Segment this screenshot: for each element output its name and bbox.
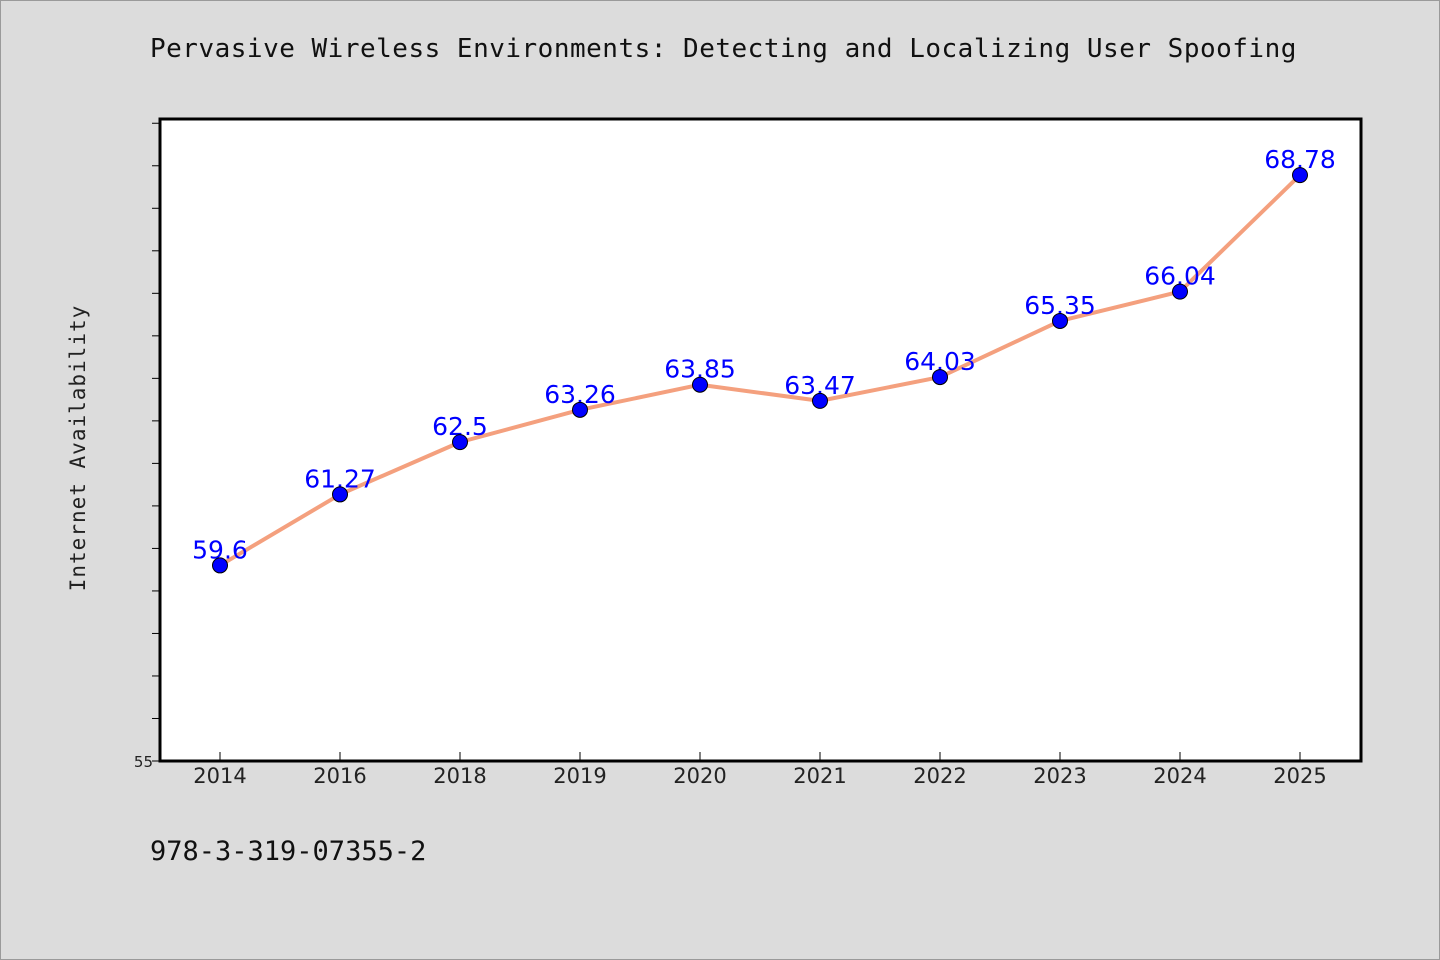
y-axis-ticks: 55 <box>134 122 160 771</box>
x-tick-label: 2019 <box>553 764 606 788</box>
x-tick-label: 2023 <box>1033 764 1086 788</box>
plot-area <box>158 117 1363 763</box>
x-tick-label: 2025 <box>1273 764 1326 788</box>
y-tick-label: 55 <box>134 753 153 771</box>
x-tick-label: 2014 <box>193 764 246 788</box>
chart-title: Pervasive Wireless Environments: Detecti… <box>150 34 1297 64</box>
data-point <box>812 392 828 409</box>
data-point <box>332 486 348 503</box>
data-point <box>452 434 468 451</box>
data-point <box>1292 167 1308 184</box>
data-point <box>1172 283 1188 300</box>
x-tick-label: 2022 <box>913 764 966 788</box>
data-point <box>572 401 588 418</box>
data-point <box>1052 312 1068 329</box>
x-tick-label: 2024 <box>1153 764 1206 788</box>
data-point <box>932 369 948 386</box>
data-point <box>692 376 708 393</box>
x-tick-label: 2018 <box>433 764 486 788</box>
x-tick-label: 2016 <box>313 764 366 788</box>
x-axis-ticks: 2014 2016 2018 2019 2020 2021 2022 2023 2024 2025 <box>193 752 1327 788</box>
data-point <box>212 557 228 574</box>
x-tick-label: 2020 <box>673 764 726 788</box>
x-tick-label: 2021 <box>793 764 846 788</box>
series-markers <box>212 167 1308 574</box>
series-line <box>218 173 1302 568</box>
isbn-footer: 978-3-319-07355-2 <box>150 836 427 867</box>
